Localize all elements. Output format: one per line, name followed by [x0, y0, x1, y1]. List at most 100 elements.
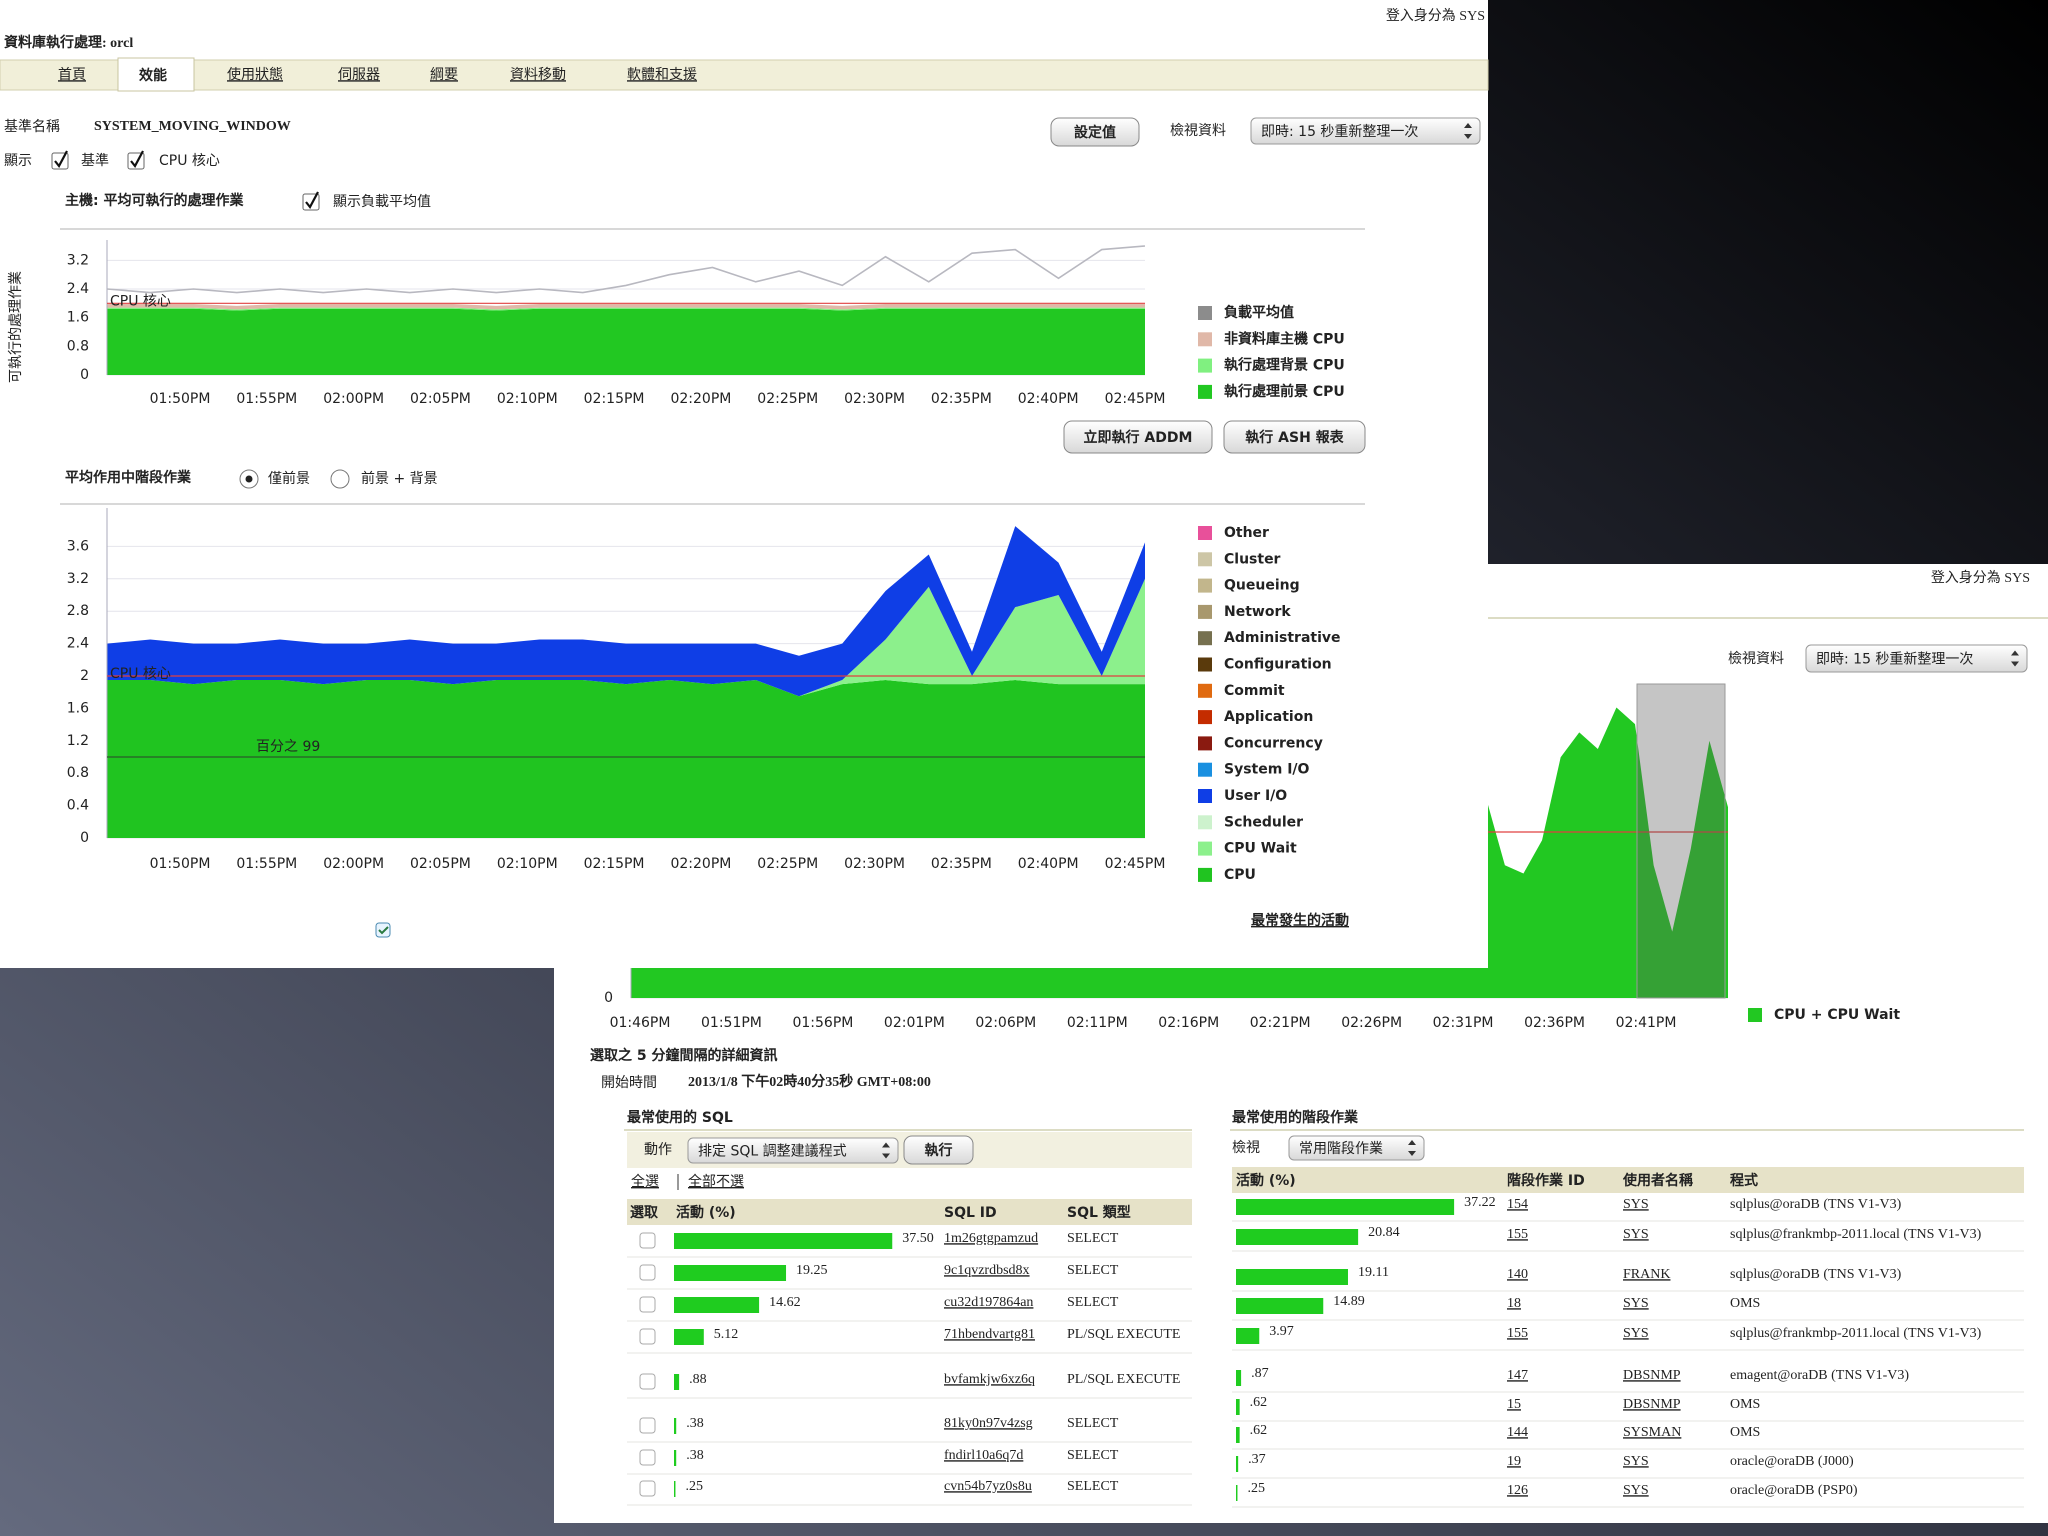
- select[interactable]: [1805, 644, 2028, 673]
- activity-bar: [1236, 1370, 1242, 1386]
- button-label[interactable]: 執行 ASH 報表: [1245, 429, 1344, 446]
- tab[interactable]: 伺服器: [338, 67, 380, 83]
- legend-swatch: [1198, 710, 1212, 725]
- user-name[interactable]: SYS: [1623, 1227, 1649, 1242]
- session-id[interactable]: 19: [1507, 1454, 1521, 1469]
- tab[interactable]: 資料移動: [510, 67, 566, 83]
- user-name[interactable]: SYS: [1623, 1454, 1649, 1469]
- x-tick-label: 01:50PM: [150, 856, 211, 872]
- button[interactable]: [1063, 420, 1213, 454]
- button[interactable]: [1223, 420, 1366, 454]
- row-checkbox[interactable]: [639, 1449, 656, 1466]
- button-label[interactable]: 執行: [925, 1142, 953, 1159]
- legend-label: 非資料庫主機 CPU: [1224, 330, 1345, 347]
- session-id[interactable]: 155: [1507, 1227, 1528, 1242]
- column-header: SQL ID: [944, 1205, 997, 1221]
- session-id[interactable]: 144: [1507, 1425, 1528, 1440]
- column-header: 使用者名稱: [1622, 1172, 1693, 1189]
- user-name[interactable]: SYS: [1623, 1197, 1649, 1212]
- program: OMS: [1730, 1397, 1760, 1412]
- select-arrows: [2011, 650, 2019, 667]
- row-checkbox[interactable]: [639, 1417, 656, 1434]
- activity-label: .62: [1250, 1423, 1268, 1438]
- sql-id[interactable]: cu32d197864an: [944, 1295, 1033, 1310]
- select-value[interactable]: 排定 SQL 調整建議程式: [698, 1143, 847, 1160]
- session-id[interactable]: 140: [1507, 1267, 1528, 1282]
- legend-label: CPU Wait: [1224, 841, 1297, 857]
- sql-id[interactable]: cvn54b7yz0s8u: [944, 1479, 1032, 1494]
- y-tick-label: 0: [80, 367, 89, 383]
- sql-id[interactable]: 1m26gtgpamzud: [944, 1231, 1038, 1246]
- x-tick-label: 02:01PM: [884, 1015, 945, 1031]
- session-id[interactable]: 147: [1507, 1368, 1528, 1383]
- session-id[interactable]: 155: [1507, 1326, 1528, 1341]
- select[interactable]: [1288, 1135, 1425, 1161]
- sql-id[interactable]: bvfamkjw6xz6q: [944, 1372, 1035, 1387]
- row-checkbox[interactable]: [639, 1328, 656, 1345]
- x-tick-label: 02:30PM: [844, 391, 905, 407]
- row-checkbox[interactable]: [639, 1296, 656, 1313]
- legend-swatch: [1198, 867, 1212, 882]
- view-label: 檢視資料: [1170, 122, 1226, 139]
- button-label[interactable]: 設定值: [1074, 124, 1116, 141]
- legend-label: System I/O: [1224, 762, 1310, 778]
- select-arrows: [882, 1142, 890, 1159]
- area: [107, 304, 1145, 310]
- top-activity-link[interactable]: 最常發生的活動: [1251, 912, 1349, 929]
- table-header: [1232, 1167, 2024, 1193]
- user-name[interactable]: SYS: [1623, 1326, 1649, 1341]
- row-checkbox[interactable]: [639, 1232, 656, 1249]
- user-name[interactable]: SYS: [1623, 1483, 1649, 1498]
- y-tick-label: 0.8: [67, 338, 89, 354]
- chart-title: 主機: 平均可執行的處理作業: [65, 192, 244, 209]
- sql-id[interactable]: 71hbendvartg81: [944, 1327, 1035, 1342]
- tab[interactable]: 使用狀態: [227, 66, 283, 83]
- sql-id[interactable]: 81ky0n97v4zsg: [944, 1416, 1033, 1431]
- button[interactable]: [1050, 117, 1140, 147]
- session-id[interactable]: 126: [1507, 1483, 1528, 1498]
- session-id[interactable]: 15: [1507, 1397, 1521, 1412]
- select-value[interactable]: 即時: 15 秒重新整理一次: [1261, 124, 1418, 140]
- tab[interactable]: 首頁: [58, 67, 86, 83]
- area: [107, 526, 1145, 697]
- legend-label: 執行處理背景 CPU: [1224, 357, 1345, 374]
- sql-id[interactable]: fndirl10a6q7d: [944, 1448, 1023, 1463]
- activity-bar: [674, 1374, 680, 1390]
- sql-id[interactable]: 9c1qvzrdbsd8x: [944, 1263, 1030, 1278]
- activity-bar: [1236, 1199, 1455, 1215]
- button[interactable]: [903, 1135, 974, 1165]
- user-name[interactable]: FRANK: [1623, 1267, 1670, 1282]
- row-checkbox[interactable]: [639, 1264, 656, 1281]
- session-id[interactable]: 154: [1507, 1197, 1528, 1212]
- select-value[interactable]: 常用階段作業: [1299, 1141, 1383, 1157]
- tab[interactable]: 綱要: [430, 67, 458, 83]
- radio[interactable]: [330, 469, 350, 489]
- select[interactable]: [687, 1137, 899, 1164]
- button-label[interactable]: 立即執行 ADDM: [1084, 429, 1193, 446]
- legend-label: Cluster: [1224, 551, 1281, 567]
- program: emagent@oraDB (TNS V1-V3): [1730, 1368, 1909, 1383]
- x-tick-label: 02:35PM: [931, 391, 992, 407]
- user-name[interactable]: SYS: [1623, 1296, 1649, 1311]
- user-name[interactable]: DBSNMP: [1623, 1368, 1681, 1383]
- panel-title: 最常使用的階段作業: [1232, 1109, 1359, 1126]
- row-checkbox[interactable]: [639, 1373, 656, 1390]
- user-name[interactable]: SYSMAN: [1623, 1425, 1681, 1440]
- x-tick-label: 02:06PM: [975, 1015, 1036, 1031]
- select[interactable]: [1250, 117, 1481, 145]
- user-name[interactable]: DBSNMP: [1623, 1397, 1681, 1412]
- tab[interactable]: 效能: [139, 67, 167, 84]
- tab[interactable]: 軟體和支援: [627, 67, 697, 83]
- program: sqlplus@oraDB (TNS V1-V3): [1730, 1197, 1902, 1212]
- activity-label: 14.89: [1333, 1294, 1365, 1309]
- legend-swatch: [1198, 604, 1212, 619]
- x-tick-label: 02:21PM: [1250, 1015, 1311, 1031]
- session-id[interactable]: 18: [1507, 1296, 1521, 1311]
- activity-bar: [674, 1329, 704, 1345]
- select-all-link[interactable]: 全選: [631, 1173, 659, 1190]
- select-none-link[interactable]: 全部不選: [688, 1173, 744, 1190]
- x-tick-label: 02:25PM: [757, 391, 818, 407]
- select-value[interactable]: 即時: 15 秒重新整理一次: [1816, 652, 1973, 668]
- row-checkbox[interactable]: [639, 1480, 656, 1497]
